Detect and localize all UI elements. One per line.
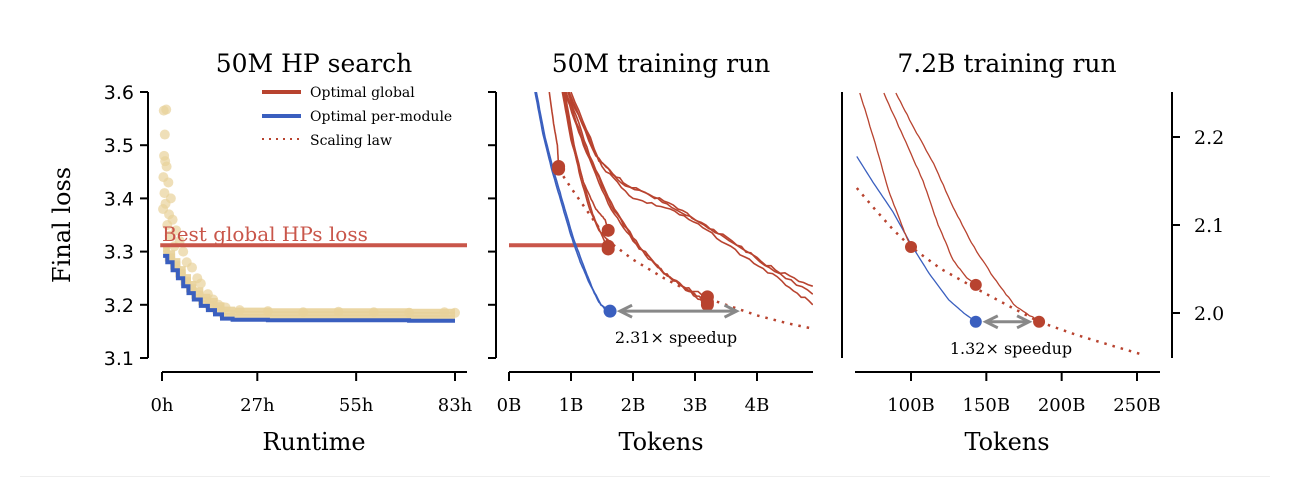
global-endpoint: [700, 298, 714, 312]
hp-point: [178, 246, 189, 257]
global-endpoint: [905, 241, 917, 253]
y-tick-label: 3.1: [104, 348, 134, 370]
x-tick-label: 100B: [887, 395, 935, 416]
hp-point: [161, 104, 172, 115]
x-tick-label: 2B: [621, 395, 646, 416]
x-tick-label: 55h: [339, 395, 374, 416]
arrowhead-right: [723, 303, 740, 319]
training-curve: [570, 92, 813, 306]
plot-area: [855, 92, 1145, 357]
y-tick-label: 3.2: [104, 295, 134, 317]
training-curve: [564, 92, 609, 250]
global-endpoint: [601, 223, 615, 237]
bottom-divider: [20, 476, 1270, 477]
hp-point: [163, 177, 174, 188]
training-curve: [883, 92, 977, 286]
global-endpoint: [1033, 315, 1046, 328]
y-tick-label: 2.0: [1194, 303, 1224, 325]
x-tick-label: 83h: [438, 395, 473, 416]
y-axis-label: Final loss: [48, 167, 76, 283]
training-curve: [567, 92, 708, 306]
panel-7b-training: 7.2B training run Tokens 2.0 2.1 2.2 100B 15…: [841, 49, 1224, 456]
panel-title: 7.2B training run: [897, 49, 1116, 78]
y-tick-label: 3.5: [104, 135, 134, 157]
hp-point: [162, 220, 173, 230]
training-curve: [565, 92, 708, 303]
arrowhead-right: [1016, 314, 1033, 330]
panel-50m-training: 50M training run Tokens 0B 1B 2B 3B 4B 2.31×…: [488, 49, 813, 456]
y-tick-label: 3.6: [104, 82, 134, 104]
per-module-endpoint: [969, 315, 982, 328]
legend-label-scaling-law: Scaling law: [310, 133, 392, 149]
training-curve: [568, 92, 813, 287]
training-curve: [895, 92, 1040, 323]
x-axis-label: Tokens: [618, 428, 703, 456]
hp-search-band: [163, 243, 455, 314]
x-tick-label: 4B: [745, 395, 770, 416]
speedup-label: 1.32× speedup: [950, 339, 1072, 358]
training-curve: [548, 92, 560, 167]
x-tick-label: 150B: [963, 395, 1011, 416]
per-module-endpoint: [603, 304, 617, 318]
x-tick-label: 0B: [497, 395, 522, 416]
training-curve: [567, 92, 813, 295]
x-tick-label: 27h: [240, 395, 275, 416]
legend: Optimal global Optimal per-module Scalin…: [262, 85, 452, 149]
y-tick-label: 2.2: [1194, 127, 1224, 149]
per-module-best-curve: [163, 253, 455, 323]
hp-point: [159, 129, 170, 140]
training-curve: [534, 92, 611, 314]
x-axis-label: Runtime: [262, 428, 365, 456]
scaling-law-line: [557, 168, 813, 330]
y-tick-label: 2.1: [1194, 215, 1224, 237]
hp-point: [164, 230, 175, 241]
global-endpoint: [552, 162, 566, 176]
x-tick-label: 200B: [1038, 395, 1086, 416]
hp-point: [195, 278, 206, 289]
best-global-annotation: Best global HPs loss: [162, 222, 368, 246]
arrowhead-left: [982, 314, 999, 330]
training-curve: [561, 92, 609, 231]
x-tick-label: 250B: [1113, 395, 1161, 416]
speedup-label: 2.31× speedup: [615, 328, 737, 347]
hp-point: [161, 161, 172, 172]
y-tick-label: 3.4: [104, 188, 134, 210]
panel-hp-search: 50M HP search Final loss Runtime 3.1 3.2 3…: [48, 49, 473, 456]
x-tick-label: 1B: [559, 395, 584, 416]
legend-label-per-module: Optimal per-module: [310, 109, 452, 125]
training-curve: [535, 92, 610, 311]
global-endpoint: [601, 242, 615, 256]
training-curve: [856, 156, 977, 323]
training-curve: [859, 92, 912, 248]
x-tick-label: 0h: [150, 395, 173, 416]
legend-label-global: Optimal global: [310, 85, 415, 101]
panel-title: 50M HP search: [216, 49, 413, 78]
global-endpoint: [969, 278, 982, 291]
x-tick-label: 3B: [683, 395, 708, 416]
x-axis-label: Tokens: [964, 428, 1049, 456]
hp-point: [187, 262, 198, 273]
panel-title: 50M training run: [552, 49, 771, 78]
arrowhead-left: [616, 303, 633, 319]
y-tick-label: 3.3: [104, 242, 134, 264]
plot-area: [509, 92, 813, 330]
scaling-law-line: [855, 187, 1145, 357]
